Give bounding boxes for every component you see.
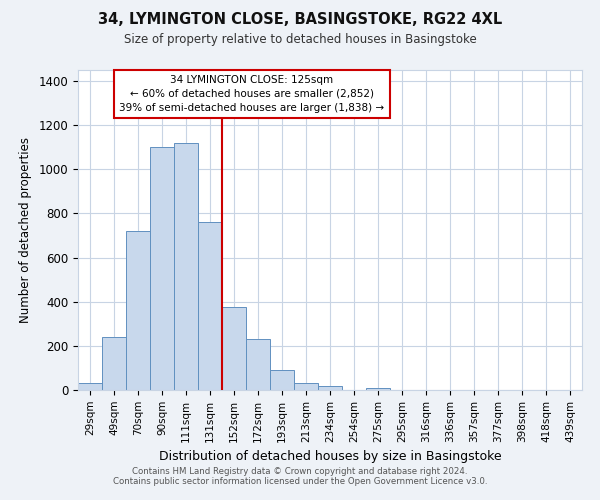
Bar	[246, 339, 270, 390]
Text: 34, LYMINGTON CLOSE, BASINGSTOKE, RG22 4XL: 34, LYMINGTON CLOSE, BASINGSTOKE, RG22 4…	[98, 12, 502, 28]
Bar	[270, 370, 294, 390]
Text: Size of property relative to detached houses in Basingstoke: Size of property relative to detached ho…	[124, 32, 476, 46]
Bar	[150, 147, 174, 390]
Bar	[78, 384, 102, 390]
Text: 34 LYMINGTON CLOSE: 125sqm
← 60% of detached houses are smaller (2,852)
39% of s: 34 LYMINGTON CLOSE: 125sqm ← 60% of deta…	[119, 75, 385, 113]
Bar	[174, 143, 198, 390]
Bar	[294, 384, 318, 390]
Text: Contains HM Land Registry data © Crown copyright and database right 2024.: Contains HM Land Registry data © Crown c…	[132, 467, 468, 476]
Bar	[222, 307, 246, 390]
Bar	[198, 222, 222, 390]
Text: Contains public sector information licensed under the Open Government Licence v3: Contains public sector information licen…	[113, 477, 487, 486]
Bar	[126, 231, 150, 390]
Bar	[102, 337, 126, 390]
Bar	[318, 386, 342, 390]
Bar	[366, 388, 390, 390]
X-axis label: Distribution of detached houses by size in Basingstoke: Distribution of detached houses by size …	[158, 450, 502, 463]
Y-axis label: Number of detached properties: Number of detached properties	[19, 137, 32, 323]
